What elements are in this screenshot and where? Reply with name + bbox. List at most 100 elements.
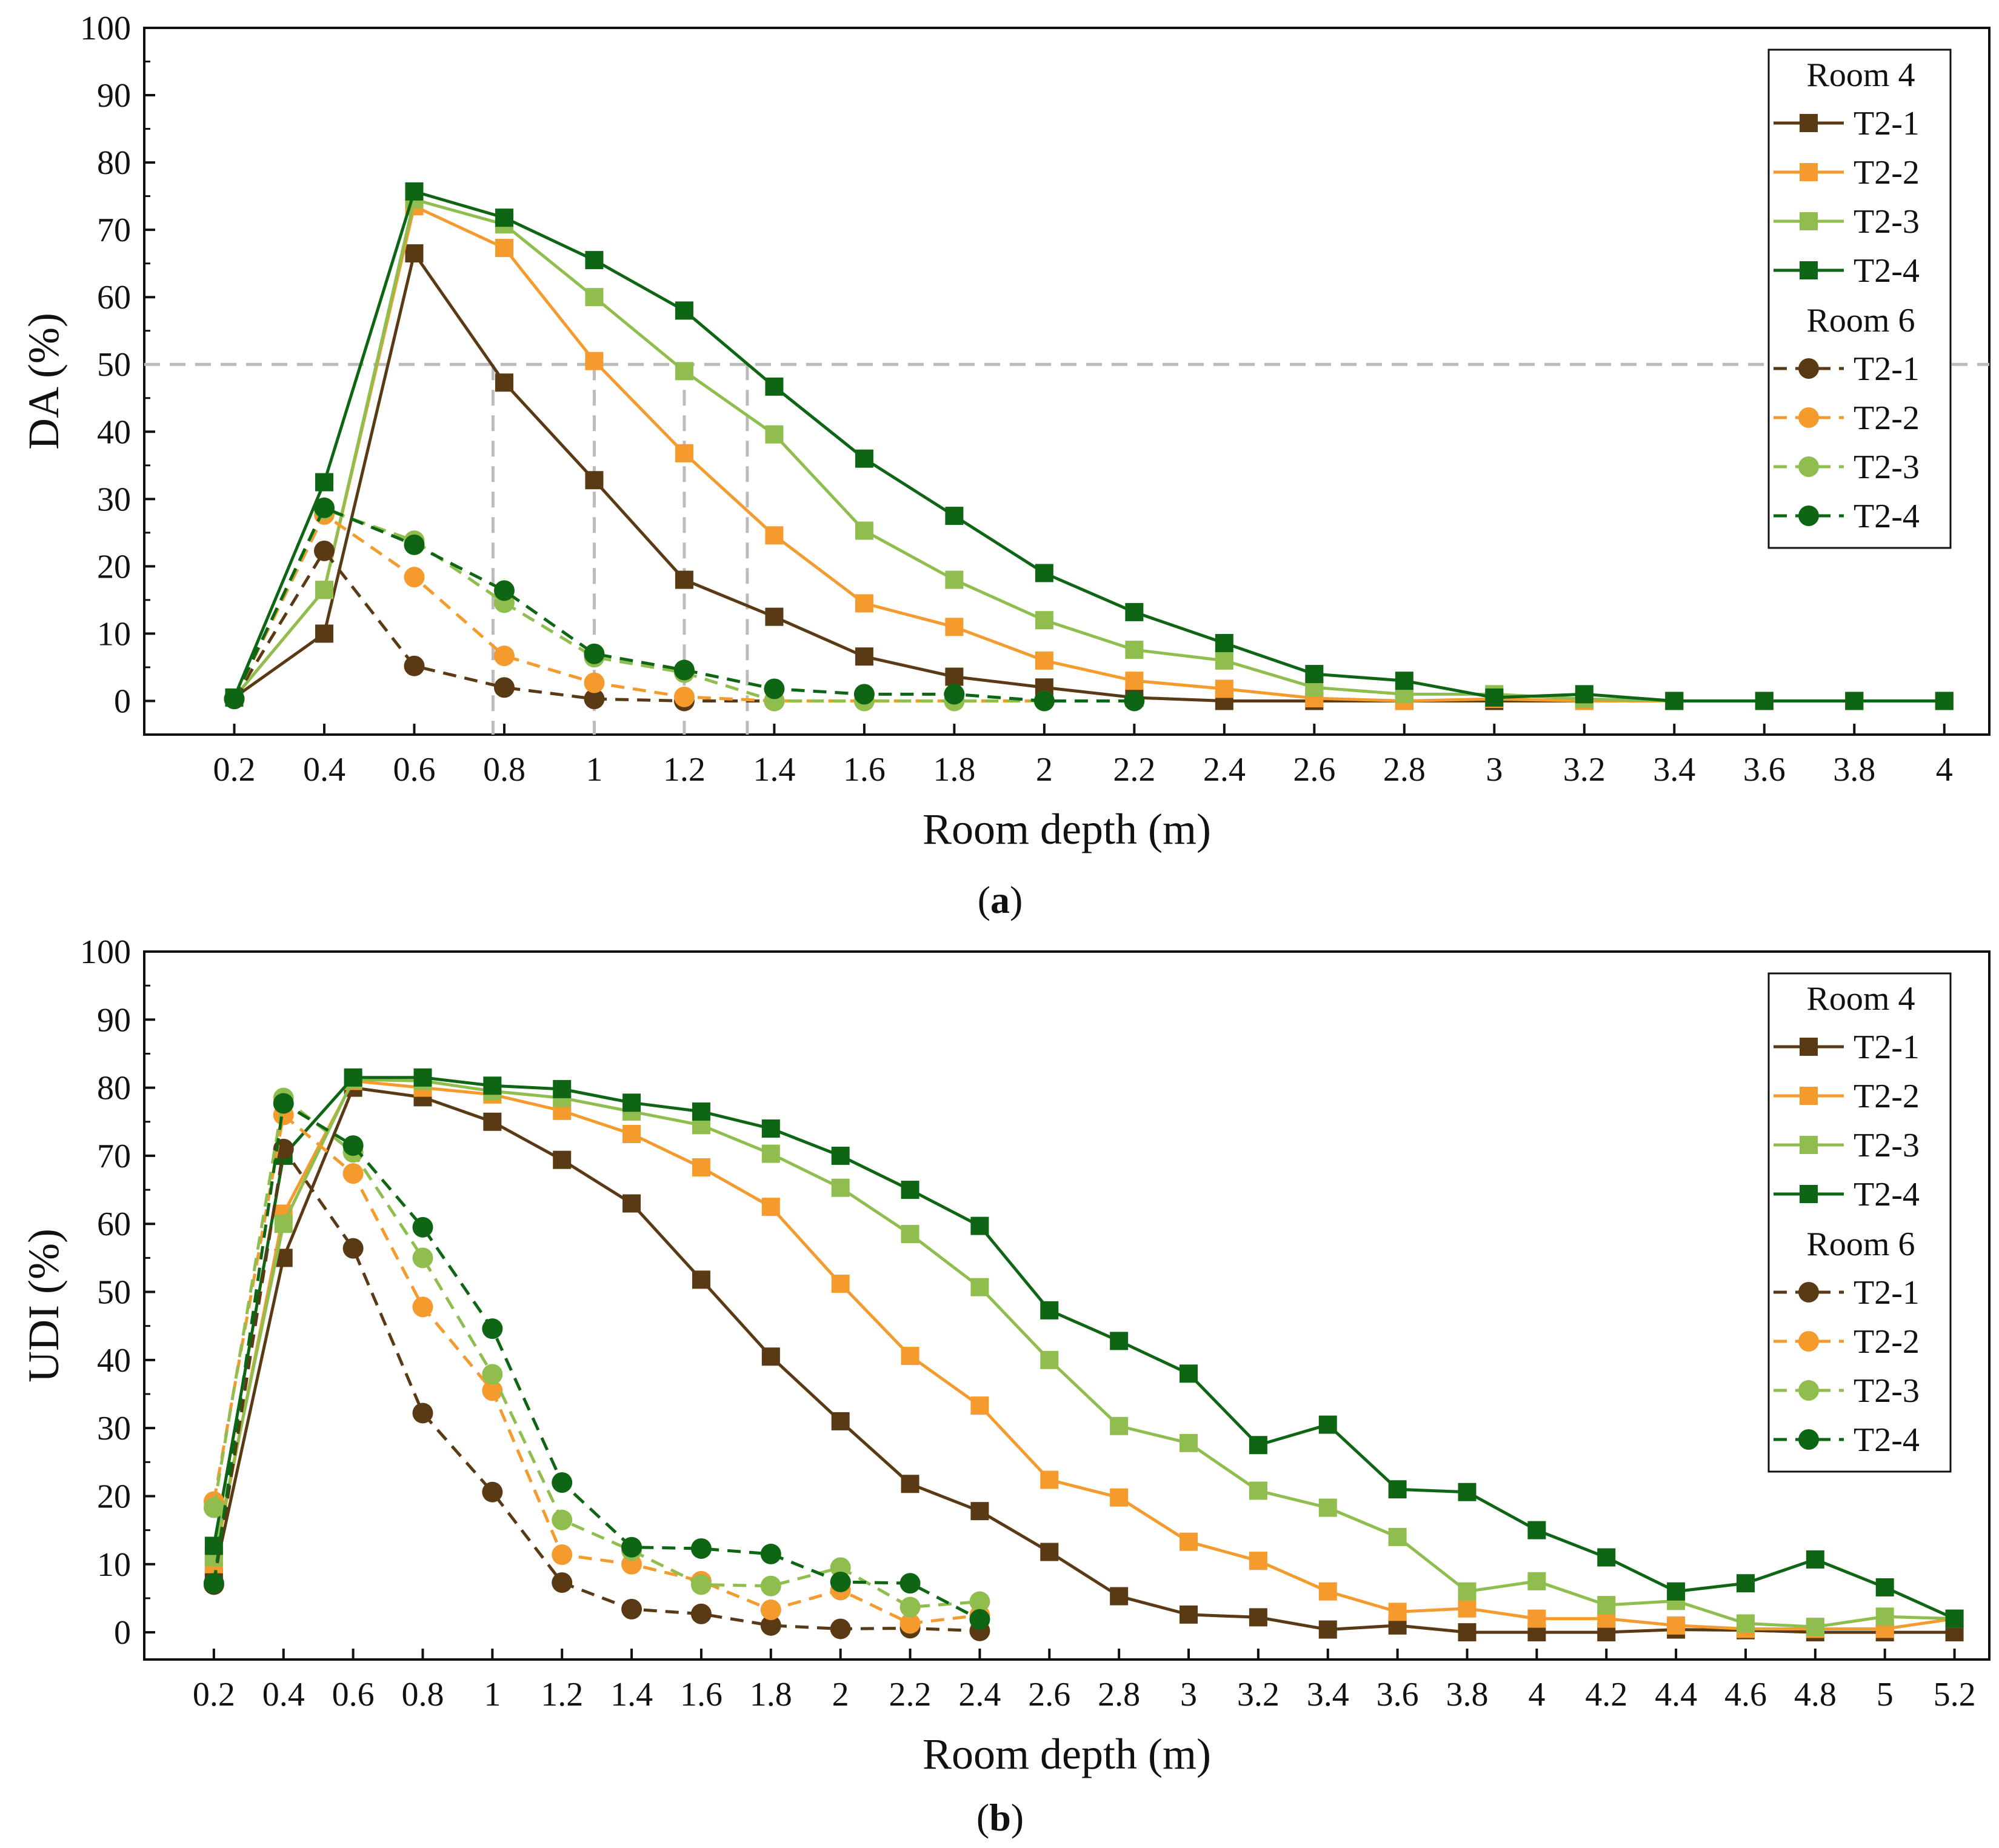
series-line bbox=[212, 1147, 980, 1633]
data-point-circle bbox=[899, 1613, 921, 1634]
legend-entry-label: T2-4 bbox=[1854, 1176, 1920, 1213]
x-tick-label: 3 bbox=[1486, 751, 1503, 789]
data-point-circle bbox=[273, 1093, 294, 1114]
series-line bbox=[233, 507, 1044, 702]
data-point-circle bbox=[342, 1163, 364, 1184]
panel-caption: (b) bbox=[976, 1796, 1024, 1839]
data-point-square bbox=[1125, 602, 1144, 621]
y-tick-label: 10 bbox=[97, 1546, 131, 1584]
x-tick-label: 3.4 bbox=[1307, 1676, 1349, 1713]
data-point-square bbox=[1458, 1483, 1477, 1501]
x-tick-label: 2 bbox=[1036, 751, 1053, 789]
data-point-square bbox=[970, 1216, 989, 1235]
y-tick-label: 0 bbox=[114, 1614, 131, 1652]
y-tick-label: 30 bbox=[97, 1410, 131, 1447]
data-point-square bbox=[622, 1194, 641, 1213]
x-tick-label: 3.6 bbox=[1377, 1676, 1419, 1713]
x-tick-label: 2 bbox=[832, 1676, 849, 1713]
x-tick-label: 3.4 bbox=[1653, 751, 1695, 789]
y-axis-title: DA (%) bbox=[19, 313, 68, 450]
series-room4-t2-4 bbox=[204, 1068, 1964, 1628]
data-point-square bbox=[344, 1068, 362, 1087]
chart-b: 0 10 20 30 40 50 60 70 80 90 100 0.2 0.4 0.6 0.8 1 1.2 1.… bbox=[19, 933, 1991, 1839]
data-point-circle bbox=[899, 1573, 921, 1594]
data-point-square bbox=[1458, 1599, 1477, 1618]
data-point-square bbox=[901, 1225, 919, 1244]
data-point-square bbox=[483, 1076, 502, 1095]
x-tick-label: 0.6 bbox=[332, 1676, 375, 1713]
data-point-square bbox=[413, 1068, 432, 1087]
y-tick-label: 70 bbox=[97, 1138, 131, 1175]
legend-marker-circle bbox=[1798, 407, 1819, 428]
data-point-square bbox=[1395, 672, 1413, 690]
x-tick-label: 1.2 bbox=[541, 1676, 583, 1713]
y-tick-label: 30 bbox=[97, 481, 131, 518]
x-axis-title: Room depth (m) bbox=[923, 805, 1211, 853]
data-point-square bbox=[1180, 1532, 1198, 1551]
data-point-square bbox=[970, 1396, 989, 1415]
y-tick-label: 0 bbox=[114, 682, 131, 720]
data-point-square bbox=[1180, 1433, 1198, 1452]
data-point-square bbox=[1388, 1527, 1407, 1546]
series-line bbox=[233, 198, 1944, 702]
data-point-square bbox=[765, 377, 784, 396]
data-point-square bbox=[1806, 1550, 1824, 1569]
data-point-square bbox=[1527, 1572, 1546, 1590]
x-tick-label: 5 bbox=[1877, 1676, 1894, 1713]
legend-marker-square bbox=[1800, 1136, 1818, 1154]
x-tick-label: 4.6 bbox=[1724, 1676, 1767, 1713]
data-point-circle bbox=[313, 497, 335, 518]
data-point-square bbox=[1665, 692, 1684, 710]
y-tick-label: 90 bbox=[97, 77, 131, 115]
x-tick-label: 0.4 bbox=[262, 1676, 305, 1713]
x-tick-label: 1.8 bbox=[933, 751, 975, 789]
data-point-square bbox=[1845, 692, 1864, 710]
legend-entry-label: T2-1 bbox=[1854, 105, 1920, 142]
data-point-circle bbox=[621, 1536, 642, 1558]
data-point-circle bbox=[830, 1618, 851, 1640]
data-point-circle bbox=[412, 1403, 433, 1424]
y-tick-label: 60 bbox=[97, 279, 131, 316]
data-point-circle bbox=[621, 1598, 642, 1620]
legend-entry-label: T2-4 bbox=[1854, 498, 1920, 535]
data-point-square bbox=[315, 624, 333, 643]
data-point-square bbox=[1597, 1596, 1616, 1615]
series-line bbox=[212, 1079, 1955, 1630]
data-point-square bbox=[1035, 651, 1053, 670]
data-point-square bbox=[765, 607, 784, 626]
data-point-circle bbox=[969, 1609, 990, 1630]
legend-entry-label: T2-3 bbox=[1854, 203, 1920, 241]
data-point-square bbox=[405, 182, 424, 201]
x-tick-label: 0.2 bbox=[213, 751, 255, 789]
data-point-square bbox=[831, 1275, 850, 1293]
data-point-square bbox=[1527, 1609, 1546, 1628]
legend-entry-label: T2-2 bbox=[1854, 1323, 1920, 1361]
data-point-circle bbox=[493, 645, 515, 667]
series-line bbox=[233, 204, 1944, 702]
y-tick-label: 60 bbox=[97, 1206, 131, 1243]
data-point-square bbox=[1318, 1582, 1337, 1601]
legend-entry-label: T2-1 bbox=[1854, 350, 1920, 388]
data-point-square bbox=[765, 526, 784, 545]
data-point-square bbox=[1485, 688, 1504, 707]
legend: Room 4 T2-1 T2-2 T2-3 T2-4 Room 6 T2-1 T2-2 T2-3… bbox=[1767, 972, 1952, 1473]
data-point-circle bbox=[552, 1572, 573, 1593]
data-point-circle bbox=[673, 686, 695, 707]
data-point-square bbox=[1875, 1578, 1894, 1596]
series-room4-t2-2 bbox=[204, 1072, 1964, 1638]
data-point-square bbox=[495, 239, 513, 258]
data-point-square bbox=[1040, 1350, 1059, 1369]
series-line bbox=[212, 1113, 980, 1625]
series-room6-t2-2 bbox=[203, 1104, 990, 1634]
data-point-square bbox=[945, 667, 964, 686]
x-tick-label: 1.2 bbox=[663, 751, 706, 789]
data-point-square bbox=[831, 1178, 850, 1197]
data-point-square bbox=[1458, 1582, 1477, 1601]
data-point-circle bbox=[760, 1543, 781, 1564]
data-point-square bbox=[1040, 1543, 1059, 1561]
data-point-square bbox=[315, 581, 333, 599]
data-point-circle bbox=[482, 1481, 503, 1503]
series-line bbox=[212, 1078, 1955, 1629]
data-point-square bbox=[901, 1181, 919, 1199]
data-point-square bbox=[761, 1119, 780, 1138]
